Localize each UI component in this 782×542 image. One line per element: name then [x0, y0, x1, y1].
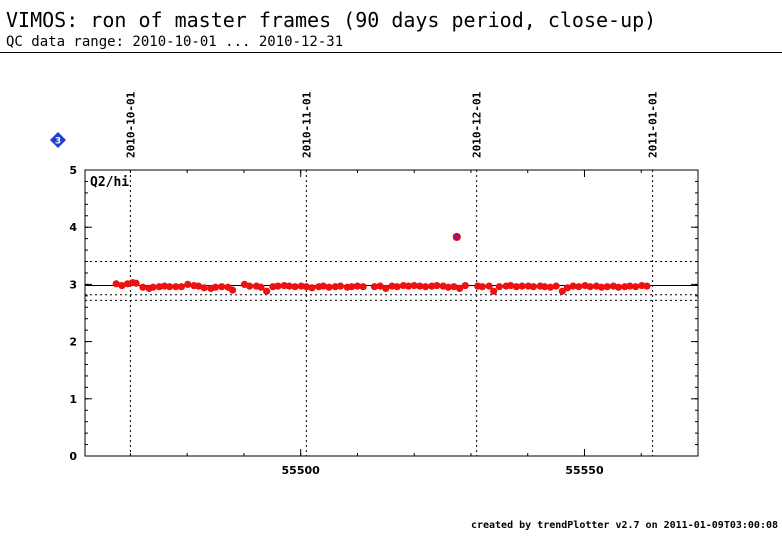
data-point [512, 283, 520, 291]
data-point [274, 282, 282, 290]
data-range-subtitle: QC data range: 2010-10-01 ... 2010-12-31 [6, 34, 344, 50]
data-point [444, 283, 452, 291]
data-point [416, 282, 424, 290]
y-tick-label: 5 [69, 164, 77, 177]
panel-label: Q2/hi [90, 175, 129, 190]
panel-badge[interactable]: 3 [50, 132, 66, 148]
data-point [172, 283, 180, 291]
data-point [228, 286, 237, 294]
data-point [404, 282, 413, 290]
data-point [149, 283, 157, 291]
data-point [456, 284, 464, 293]
data-point [461, 281, 469, 290]
data-point [376, 282, 384, 290]
x-tick-label: 55500 [282, 464, 321, 477]
data-point [359, 283, 367, 291]
data-point [597, 283, 606, 291]
data-point [211, 283, 220, 291]
data-point [348, 283, 356, 291]
date-marker-label: 2010-12-01 [471, 91, 484, 158]
data-point [353, 282, 362, 290]
data-point [546, 283, 555, 291]
plot-area: 2010-10-01 2010-11-01 2010-12-01 2011-01-01… [69, 91, 699, 477]
data-point [614, 283, 623, 291]
data-point [336, 282, 345, 290]
y-tick-label: 4 [69, 221, 77, 234]
data-point [382, 284, 390, 293]
data-point [586, 283, 594, 291]
data-point [308, 284, 316, 292]
data-point [118, 281, 126, 290]
data-point [495, 283, 503, 291]
data-point [139, 283, 147, 291]
data-point [393, 283, 401, 291]
date-marker-label: 2010-10-01 [124, 91, 137, 158]
data-point [575, 283, 583, 291]
data-point [529, 283, 537, 291]
data-point [552, 282, 560, 290]
data-point [631, 283, 640, 291]
data-point [112, 280, 120, 288]
plot-frame [84, 169, 699, 457]
data-point [263, 287, 271, 295]
data-point [370, 283, 379, 291]
y-tick-label: 2 [69, 336, 77, 349]
y-tick-label: 0 [69, 450, 77, 463]
data-point [421, 283, 430, 291]
outlier-cross [453, 233, 461, 241]
data-point [450, 283, 458, 291]
x-tick-label: 55550 [565, 464, 604, 477]
badge-label: 3 [55, 137, 61, 147]
data-point [485, 282, 493, 290]
diamond-icon [50, 132, 66, 148]
data-point [200, 284, 208, 292]
data-point [410, 281, 418, 290]
date-marker-label: 2011-01-01 [647, 91, 660, 158]
data-point [490, 287, 498, 295]
data-point [626, 282, 634, 290]
data-point [643, 282, 651, 290]
data-point [541, 283, 549, 291]
data-point [518, 282, 526, 290]
y-tick-label: 3 [69, 278, 77, 291]
data-point [478, 283, 486, 291]
data-point [218, 283, 226, 291]
data-point [433, 281, 441, 290]
data-point [165, 283, 174, 291]
y-tick-label: 1 [69, 393, 77, 406]
data-point [132, 279, 140, 287]
data-point [603, 283, 611, 291]
data-point [246, 282, 254, 290]
data-point [302, 283, 310, 291]
data-point [184, 280, 192, 288]
title-divider [0, 52, 782, 53]
date-marker-label: 2010-11-01 [300, 91, 313, 158]
data-point [257, 283, 265, 291]
page-title: VIMOS: ron of master frames (90 days per… [6, 8, 657, 32]
data-point [177, 283, 186, 291]
data-point [285, 282, 293, 290]
data-point [194, 282, 203, 290]
data-point [563, 284, 572, 292]
data-point [291, 283, 299, 291]
data-point [319, 282, 327, 290]
footer-credit: created by trendPlotter v2.7 on 2011-01-… [470, 520, 778, 531]
data-point [325, 283, 333, 291]
data-point [507, 281, 515, 290]
data-point [569, 282, 577, 290]
data-point [558, 287, 566, 295]
